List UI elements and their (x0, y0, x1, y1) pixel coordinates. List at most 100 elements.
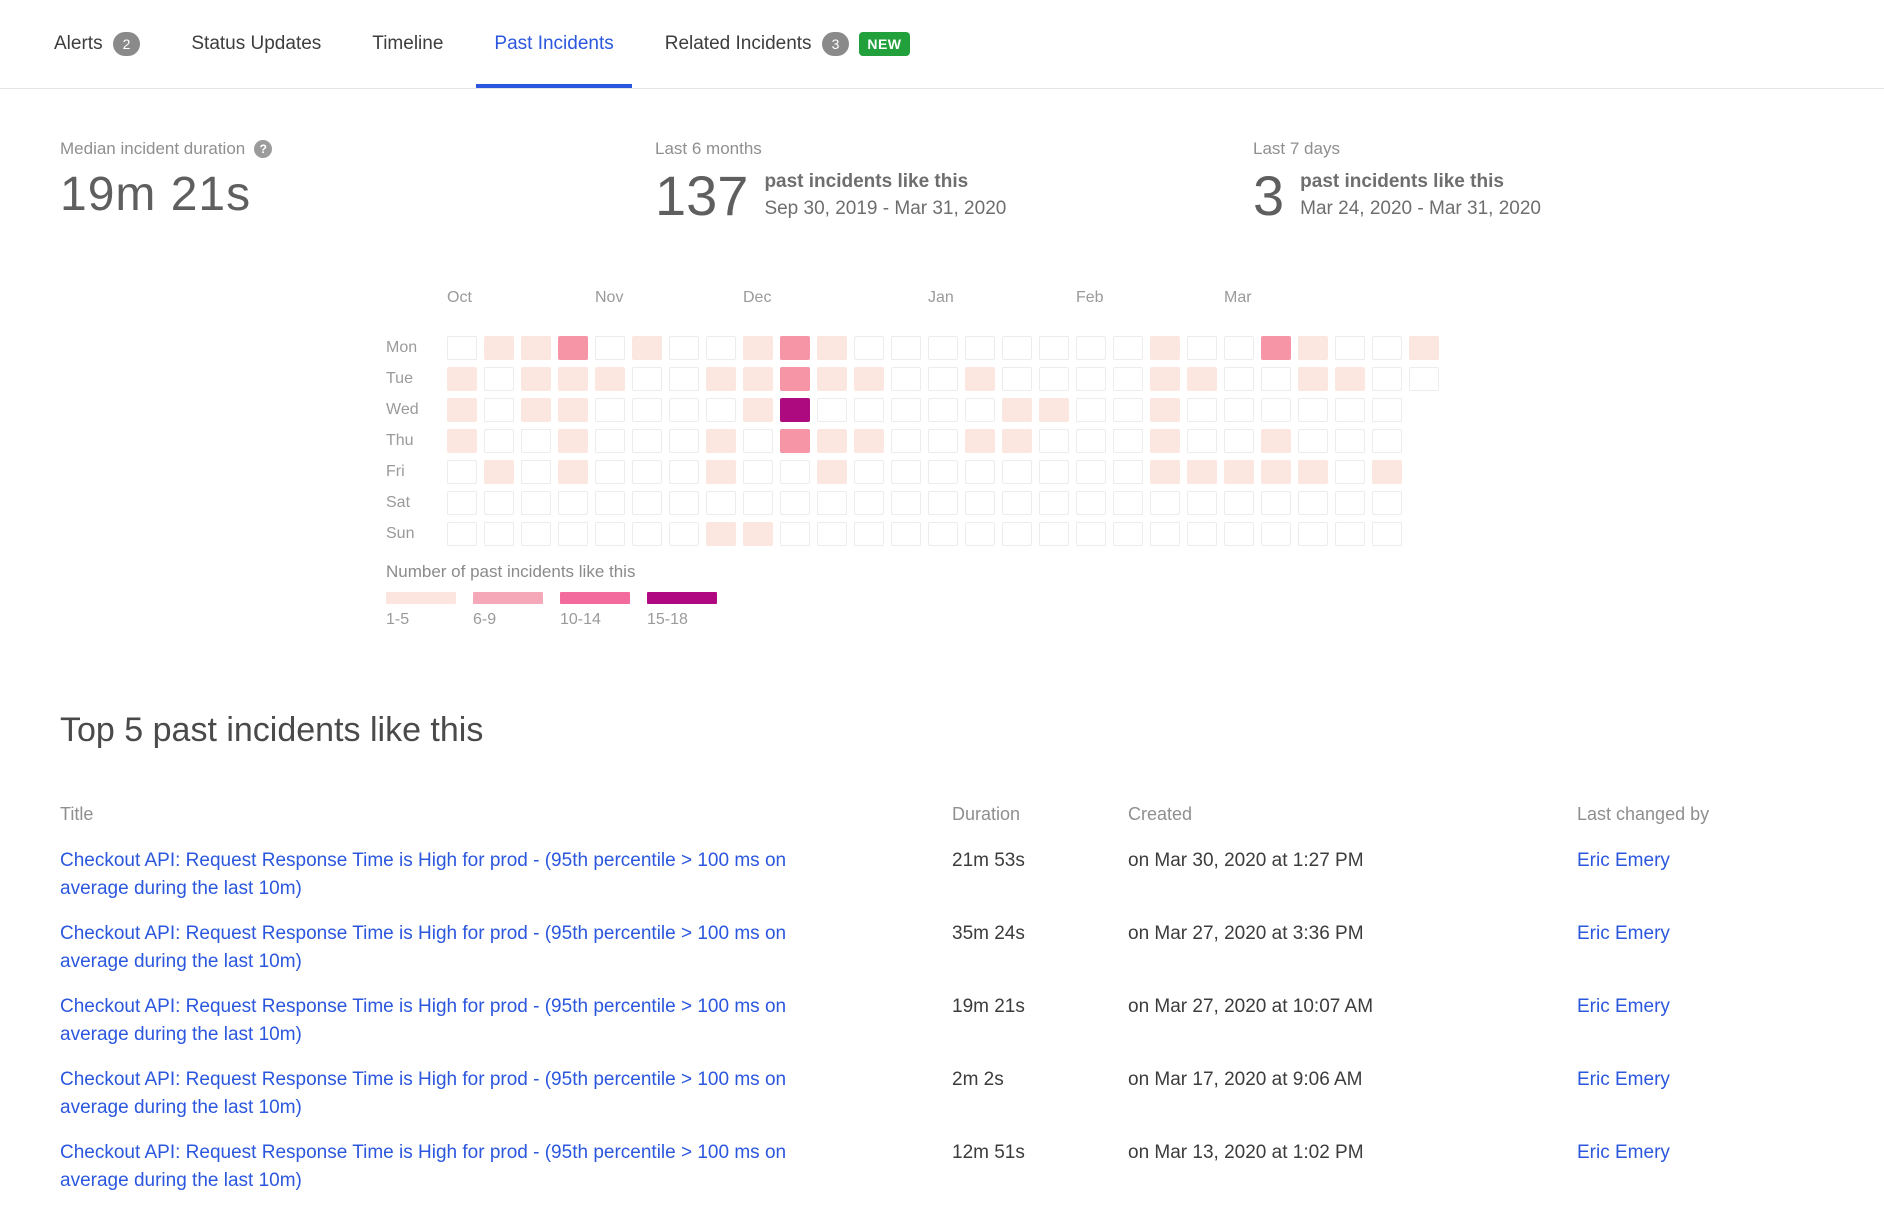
incident-title-link[interactable]: Checkout API: Request Response Time is H… (60, 1142, 787, 1191)
tab-label: Timeline (372, 33, 444, 54)
stat-median-label: Median incident duration (60, 139, 246, 158)
heatmap-cell (1261, 429, 1291, 453)
heatmap-cell (521, 460, 551, 484)
tab-past-incidents[interactable]: Past Incidents (476, 0, 631, 88)
heatmap-cell (965, 367, 995, 391)
tab-status-updates[interactable]: Status Updates (173, 0, 339, 88)
legend-bucket-label: 1-5 (386, 611, 410, 628)
heatmap-cell (1187, 429, 1217, 453)
month-label: Feb (1076, 289, 1104, 306)
heatmap-cell (1076, 491, 1106, 515)
heatmap-cell (595, 460, 625, 484)
heatmap-cell (817, 429, 847, 453)
heatmap-cell (1076, 460, 1106, 484)
incident-title-link[interactable]: Checkout API: Request Response Time is H… (60, 850, 787, 899)
last-changed-by-link[interactable]: Eric Emery (1577, 1069, 1670, 1090)
stats-section: Median incident duration ? 19m 21s Last … (0, 89, 1884, 239)
heatmap-cell (484, 336, 514, 360)
heatmap-cell (854, 429, 884, 453)
heatmap-cell (1113, 522, 1143, 546)
heatmap-cell (595, 522, 625, 546)
heatmap-cell (928, 522, 958, 546)
column-header-created: Created (1128, 804, 1193, 824)
heatmap-cell (1224, 336, 1254, 360)
heatmap-cell (780, 491, 810, 515)
heatmap-cell (1187, 460, 1217, 484)
heatmap-cell (706, 429, 736, 453)
incident-title-link[interactable]: Checkout API: Request Response Time is H… (60, 1069, 787, 1118)
six-months-range: Sep 30, 2019 - Mar 31, 2020 (764, 197, 1007, 219)
heatmap-cell (854, 491, 884, 515)
incident-created: on Mar 17, 2020 at 9:06 AM (1128, 1069, 1363, 1090)
heatmap-cell (1298, 460, 1328, 484)
heatmap-cell (1261, 491, 1291, 515)
heatmap-cell (1409, 367, 1439, 391)
heatmap-cell (780, 460, 810, 484)
heatmap-cell (1224, 522, 1254, 546)
heatmap-cell (1002, 491, 1032, 515)
last-changed-by-link[interactable]: Eric Emery (1577, 996, 1670, 1017)
legend-swatch (386, 592, 456, 604)
heatmap-cell (1039, 460, 1069, 484)
legend-swatch (473, 592, 543, 604)
table-rows: Checkout API: Request Response Time is H… (60, 847, 1824, 1195)
table-row: Checkout API: Request Response Time is H… (60, 993, 1824, 1049)
last-7-days-label: Last 7 days (1253, 139, 1340, 158)
heatmap-row-mon: Mon (386, 336, 1884, 360)
heatmap-cell (595, 491, 625, 515)
tab-timeline[interactable]: Timeline (354, 0, 461, 88)
heatmap-cell (928, 367, 958, 391)
heatmap-cell (1039, 522, 1069, 546)
stat-last-6-months: Last 6 months 137 past incidents like th… (655, 139, 1006, 228)
heatmap-cell (484, 491, 514, 515)
heatmap-cell (1150, 429, 1180, 453)
heatmap-cell (928, 336, 958, 360)
heatmap-cell (1335, 367, 1365, 391)
heatmap-cell (891, 491, 921, 515)
heatmap-cell (1187, 522, 1217, 546)
heatmap-cell (1002, 398, 1032, 422)
heatmap-cell (928, 460, 958, 484)
stat-label: Last 6 months (655, 139, 1006, 159)
tab-alerts[interactable]: Alerts 2 (36, 0, 158, 88)
help-icon[interactable]: ? (254, 140, 273, 158)
tab-related-incidents[interactable]: Related Incidents 3 NEW (647, 0, 928, 88)
tab-label: Related Incidents (664, 33, 812, 54)
heatmap-row-sat: Sat (386, 491, 1884, 515)
heatmap-cell (1372, 460, 1402, 484)
incident-title-link[interactable]: Checkout API: Request Response Time is H… (60, 923, 787, 972)
last-changed-by-link[interactable]: Eric Emery (1577, 1142, 1670, 1163)
incident-duration: 35m 24s (952, 923, 1025, 944)
heatmap-cell (1002, 460, 1032, 484)
heatmap-cell (817, 367, 847, 391)
legend-title: Number of past incidents like this (386, 562, 636, 581)
heatmap-cell (706, 491, 736, 515)
heatmap-cell (1039, 398, 1069, 422)
heatmap-cell (558, 367, 588, 391)
heatmap-cell (669, 460, 699, 484)
table-row: Checkout API: Request Response Time is H… (60, 920, 1824, 976)
heatmap-cell (854, 336, 884, 360)
heatmap-cell (743, 460, 773, 484)
legend-buckets: 1-5 6-9 10-14 15-18 (386, 592, 1884, 629)
six-months-desc: past incidents like this (764, 170, 969, 192)
incident-title-link[interactable]: Checkout API: Request Response Time is H… (60, 996, 787, 1045)
heatmap-cell (1002, 336, 1032, 360)
day-label: Thu (386, 432, 414, 449)
heatmap-cell (1076, 398, 1106, 422)
heatmap-cell (447, 460, 477, 484)
table-row: Checkout API: Request Response Time is H… (60, 847, 1824, 903)
heatmap-cell (447, 367, 477, 391)
heatmap-cell (595, 398, 625, 422)
seven-days-count: 3 (1253, 164, 1285, 227)
heatmap-cell (558, 336, 588, 360)
incident-duration: 12m 51s (952, 1142, 1025, 1163)
table-row: Checkout API: Request Response Time is H… (60, 1066, 1824, 1122)
column-header-last-changed-by: Last changed by (1577, 804, 1710, 824)
last-changed-by-link[interactable]: Eric Emery (1577, 850, 1670, 871)
heatmap-cell (632, 460, 662, 484)
incident-created: on Mar 13, 2020 at 1:02 PM (1128, 1142, 1364, 1163)
heatmap-cell (1298, 367, 1328, 391)
last-changed-by-link[interactable]: Eric Emery (1577, 923, 1670, 944)
heatmap-cell (1224, 491, 1254, 515)
